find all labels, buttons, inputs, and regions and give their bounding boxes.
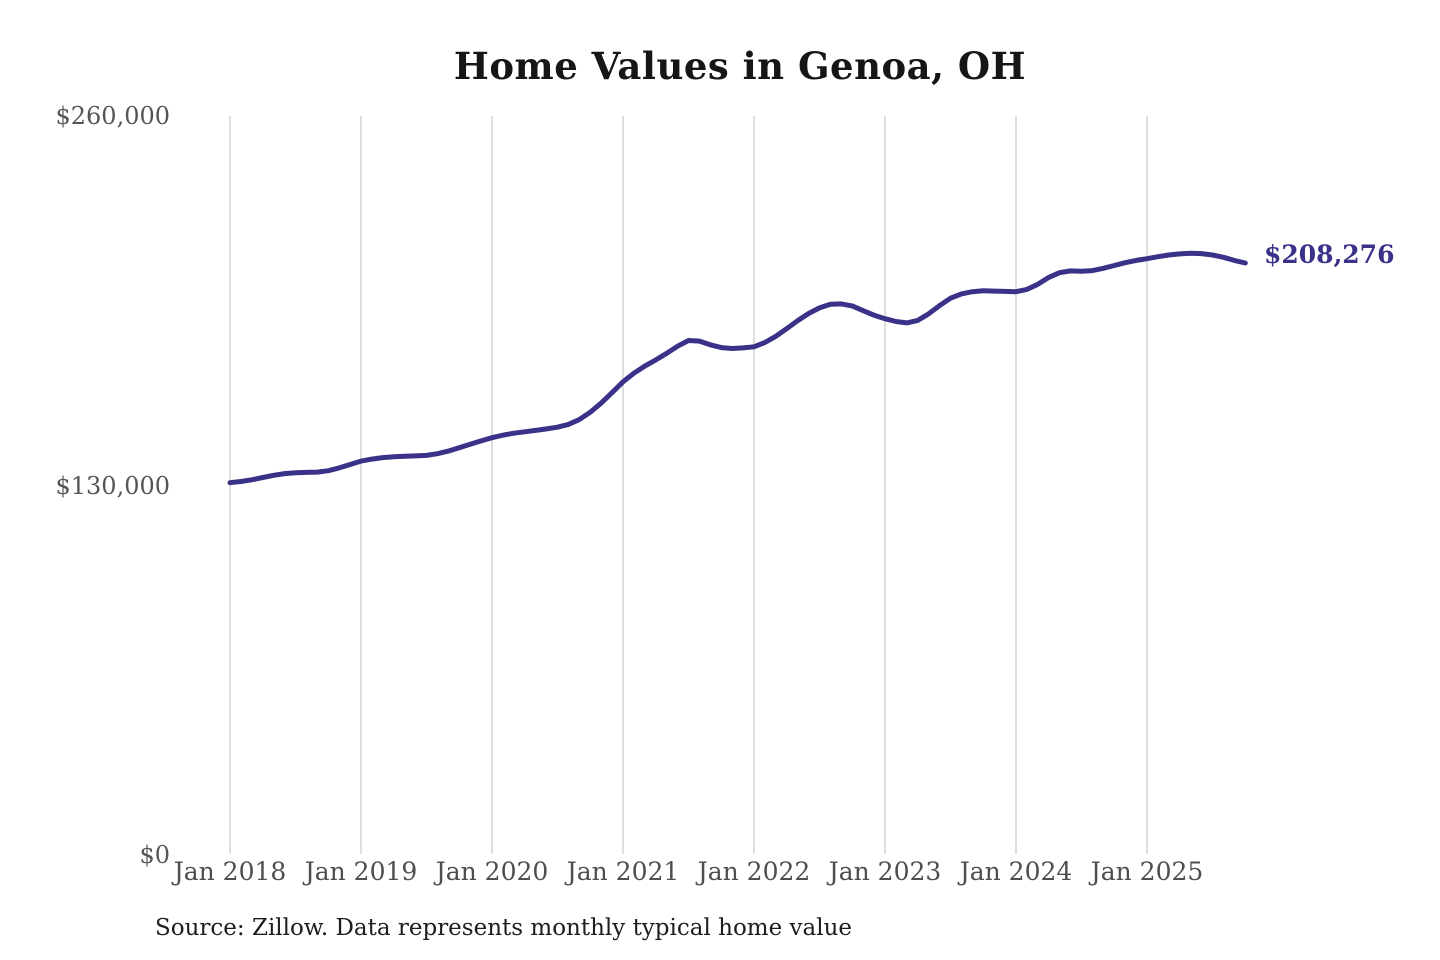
source-note: Source: Zillow. Data represents monthly … (155, 915, 853, 941)
x-tick-label: Jan 2024 (959, 857, 1073, 886)
y-tick-label: $130,000 (55, 471, 170, 500)
x-tick-label: Jan 2023 (828, 857, 942, 886)
home-value-line (227, 250, 1248, 486)
latest-value-label: $208,276 (1264, 240, 1395, 269)
x-tick-label: Jan 2021 (566, 857, 680, 886)
x-tick-label: Jan 2022 (697, 857, 811, 886)
x-tick-label: Jan 2018 (173, 857, 287, 886)
x-tick-label: Jan 2019 (304, 857, 418, 886)
x-tick-label: Jan 2020 (435, 857, 549, 886)
y-tick-label: $260,000 (55, 102, 170, 130)
gridlines (229, 116, 1148, 854)
y-tick-label: $0 (139, 841, 170, 869)
x-tick-label: Jan 2025 (1090, 857, 1204, 886)
chart-title: Home Values in Genoa, OH (453, 44, 1027, 88)
